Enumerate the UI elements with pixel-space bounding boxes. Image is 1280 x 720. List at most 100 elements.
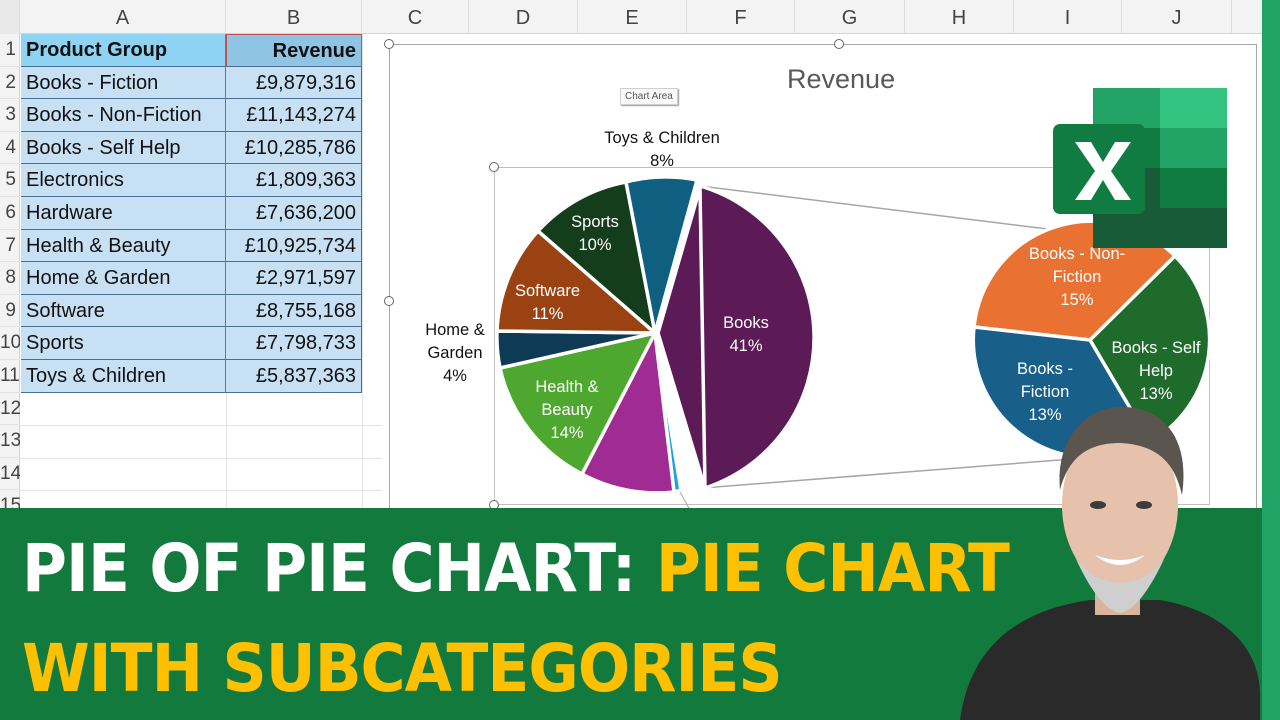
cell-a1[interactable]: Product Group xyxy=(21,34,226,67)
cell-a6[interactable]: Hardware xyxy=(21,197,226,230)
banner-text-yellow-2: WITH SUBCATEGORIES xyxy=(22,630,783,707)
column-header-c[interactable]: C xyxy=(362,0,469,34)
gridline xyxy=(362,34,363,514)
slice-hardware[interactable] xyxy=(580,331,676,495)
column-header-h[interactable]: H xyxy=(905,0,1014,34)
slice-toys-children[interactable] xyxy=(624,175,699,335)
label-health-pct: 14% xyxy=(550,424,584,442)
label-sports-pct: 10% xyxy=(578,236,612,254)
column-header-a[interactable]: A xyxy=(20,0,226,34)
label-software-name: Software xyxy=(514,282,581,300)
cell-a3[interactable]: Books - Non-Fiction xyxy=(21,99,226,132)
slice-software[interactable] xyxy=(495,229,657,335)
row-header-8[interactable]: 8 xyxy=(0,262,20,295)
label-fiction-pct: 13% xyxy=(1028,406,1062,424)
banner-line-1: PIE OF PIE CHART: PIE CHART xyxy=(22,536,1010,602)
banner-text-white: PIE OF PIE CHART: xyxy=(22,530,656,607)
column-header-f[interactable]: F xyxy=(687,0,795,34)
row-header-13[interactable]: 13 xyxy=(0,425,20,458)
label-selfhelp-line2: Help xyxy=(1139,362,1173,380)
gridline xyxy=(20,490,382,491)
banner-line-2: WITH SUBCATEGORIES xyxy=(22,636,783,702)
row-header-4[interactable]: 4 xyxy=(0,132,20,165)
column-header-j[interactable]: J xyxy=(1122,0,1232,34)
label-software-pct: 11% xyxy=(531,305,564,323)
cell-b11[interactable]: £5,837,363 xyxy=(226,360,362,393)
gridline xyxy=(20,425,382,426)
row-header-3[interactable]: 3 xyxy=(0,99,20,132)
row-header-6[interactable]: 6 xyxy=(0,197,20,230)
row-header-7[interactable]: 7 xyxy=(0,230,20,263)
label-toys-name: Toys & Children xyxy=(604,129,720,147)
label-nonfiction-line1: Books - Non- xyxy=(1028,245,1126,263)
cell-a9[interactable]: Software xyxy=(21,294,226,328)
chart-resize-handle-tc[interactable] xyxy=(834,39,844,49)
slice-books-self-help[interactable] xyxy=(1088,254,1212,444)
label-sports: Sports 10% xyxy=(560,211,630,257)
row-header-12[interactable]: 12 xyxy=(0,393,20,426)
cell-a10[interactable]: Sports xyxy=(21,327,226,360)
label-home-line2: Garden xyxy=(427,344,483,362)
cell-b1[interactable]: Revenue xyxy=(226,34,362,67)
row-header-1[interactable]: 1 xyxy=(0,34,20,67)
cell-b8[interactable]: £2,971,597 xyxy=(226,262,362,295)
leader-line-electronics xyxy=(679,491,691,511)
cell-a5[interactable]: Electronics xyxy=(21,164,226,197)
label-fiction-line2: Fiction xyxy=(1020,383,1070,401)
cell-b10[interactable]: £7,798,733 xyxy=(226,327,362,360)
excel-logo-icon xyxy=(1053,88,1227,248)
label-books-fiction: Books - Fiction 13% xyxy=(1005,358,1085,427)
cell-a11[interactable]: Toys & Children xyxy=(21,360,226,393)
column-header-g[interactable]: G xyxy=(795,0,905,34)
row-header-5[interactable]: 5 xyxy=(0,164,20,197)
select-all-corner[interactable] xyxy=(0,0,20,34)
label-health-line2: Beauty xyxy=(541,401,593,419)
slice-sports[interactable] xyxy=(536,180,657,335)
label-home-pct: 4% xyxy=(443,367,467,385)
label-sports-name: Sports xyxy=(571,213,619,231)
connector-line-bottom xyxy=(702,457,1086,489)
cell-b2[interactable]: £9,879,316 xyxy=(226,66,362,100)
label-fiction-line1: Books - xyxy=(1017,360,1073,378)
label-software: Software 11% xyxy=(505,280,590,326)
label-nonfiction-line2: Fiction xyxy=(1052,268,1102,286)
label-health-line1: Health & xyxy=(535,378,599,396)
label-home-garden: Home & Garden 4% xyxy=(418,319,492,388)
cell-b6[interactable]: £7,636,200 xyxy=(226,197,362,230)
cell-b3[interactable]: £11,143,274 xyxy=(226,99,362,132)
label-books-pct: 41% xyxy=(729,337,763,355)
label-books-non-fiction: Books - Non- Fiction 15% xyxy=(1018,243,1136,312)
chart-title[interactable]: Revenue xyxy=(787,64,896,94)
cell-a7[interactable]: Health & Beauty xyxy=(21,229,226,263)
cell-b5[interactable]: £1,809,363 xyxy=(226,164,362,197)
label-selfhelp-pct: 13% xyxy=(1139,385,1173,403)
cell-a2[interactable]: Books - Fiction xyxy=(21,66,226,100)
row-header-10[interactable]: 10 xyxy=(0,327,20,360)
column-header-d[interactable]: D xyxy=(469,0,578,34)
label-health-beauty: Health & Beauty 14% xyxy=(522,376,612,445)
label-books-name: Books xyxy=(723,314,769,332)
row-header-14[interactable]: 14 xyxy=(0,458,20,491)
label-books-self-help: Books - Self Help 13% xyxy=(1100,337,1212,406)
cell-b7[interactable]: £10,925,734 xyxy=(226,229,362,263)
cell-a8[interactable]: Home & Garden xyxy=(21,262,226,295)
row-header-11[interactable]: 11 xyxy=(0,360,20,393)
column-header-e[interactable]: E xyxy=(578,0,687,34)
slice-health-beauty[interactable] xyxy=(498,331,657,476)
column-header-b[interactable]: B xyxy=(226,0,362,34)
gridline xyxy=(20,458,382,459)
chart-resize-handle-tl[interactable] xyxy=(384,39,394,49)
row-header-2[interactable]: 2 xyxy=(0,67,20,100)
label-selfhelp-line1: Books - Self xyxy=(1111,339,1201,357)
title-banner: PIE OF PIE CHART: PIE CHART WITH SUBCATE… xyxy=(0,508,1262,720)
cell-b9[interactable]: £8,755,168 xyxy=(226,294,362,328)
chart-resize-handle-ml[interactable] xyxy=(384,296,394,306)
column-header-i[interactable]: I xyxy=(1014,0,1122,34)
row-header-9[interactable]: 9 xyxy=(0,295,20,328)
slice-books-fill xyxy=(656,186,707,490)
cell-b4[interactable]: £10,285,786 xyxy=(226,131,362,165)
label-toys-children: Toys & Children 8% xyxy=(595,127,729,173)
column-header-row: A B C D E F G H I J xyxy=(0,0,1262,34)
plot-resize-handle-tl[interactable] xyxy=(489,162,499,172)
cell-a4[interactable]: Books - Self Help xyxy=(21,131,226,165)
